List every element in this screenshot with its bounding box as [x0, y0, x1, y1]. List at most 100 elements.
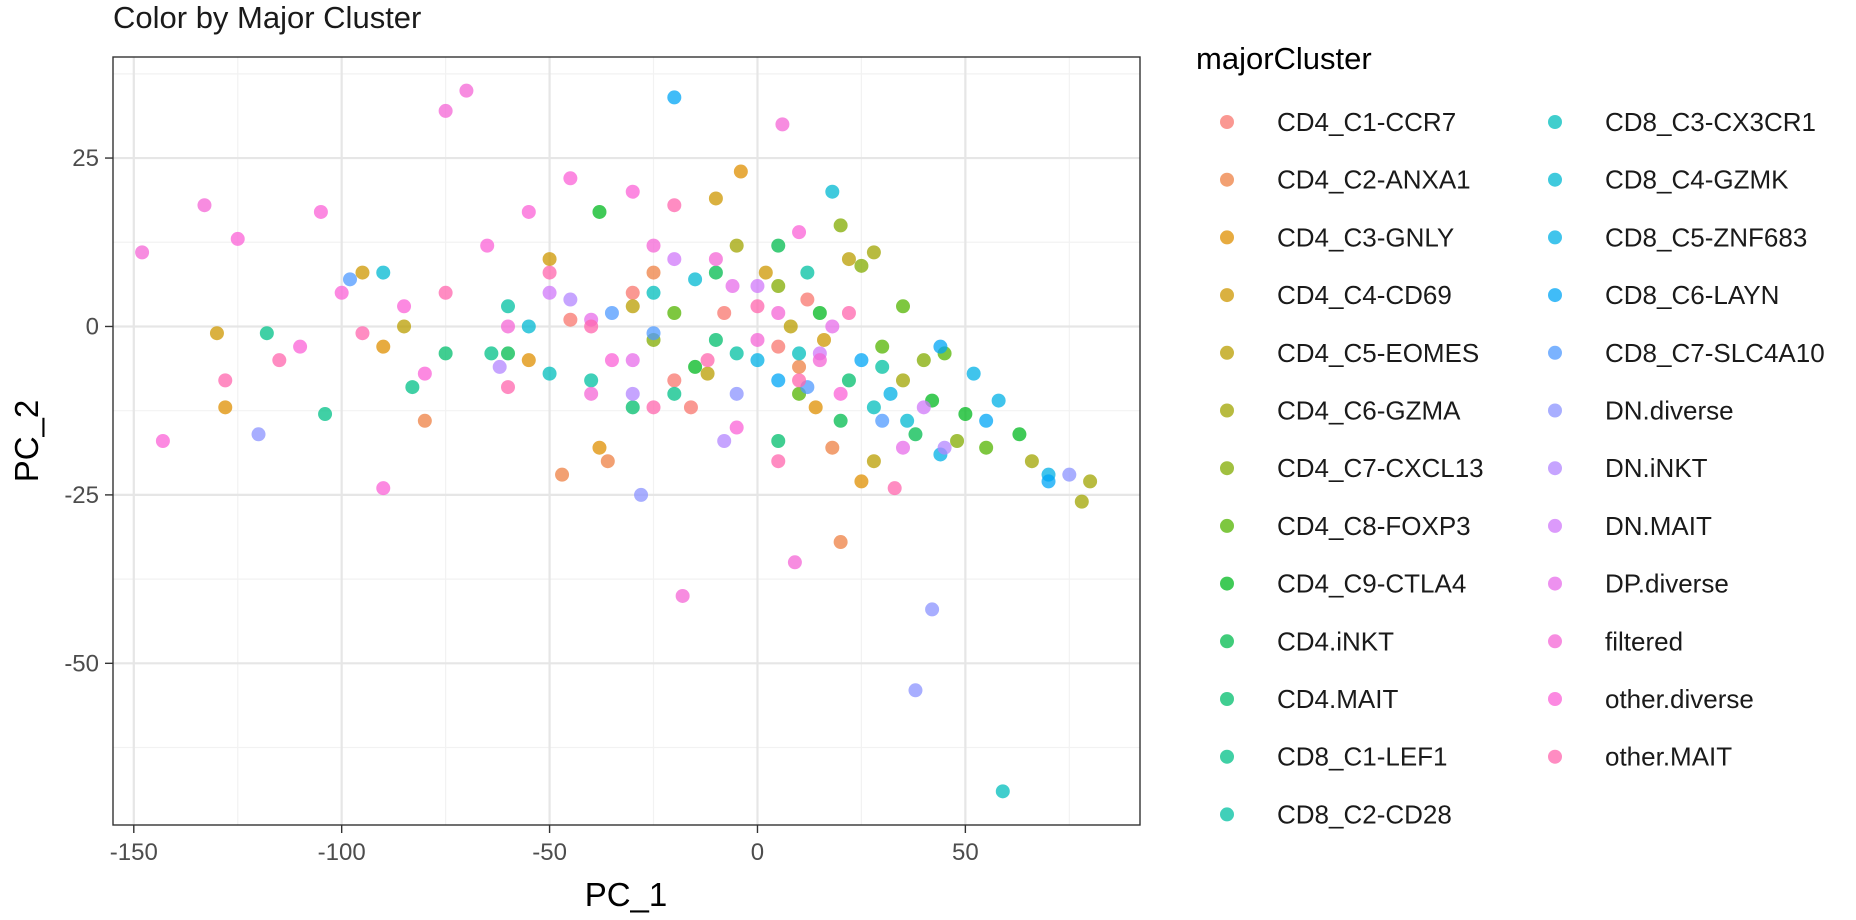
data-points	[135, 83, 1098, 799]
legend-key	[1548, 518, 1562, 533]
legend-key	[1220, 634, 1234, 649]
data-point	[683, 400, 698, 415]
legend-label: DN.iNKT	[1605, 453, 1708, 483]
data-point	[397, 319, 412, 334]
data-point	[438, 346, 453, 361]
legend: majorCluster CD4_C1-CCR7CD4_C2-ANXA1CD4_…	[1196, 41, 1825, 829]
legend-label: CD4.MAIT	[1277, 684, 1398, 714]
chart-title: Color by Major Cluster	[113, 0, 421, 35]
legend-label: CD8_C4-GZMK	[1605, 165, 1789, 195]
data-point	[625, 184, 640, 199]
data-point	[521, 204, 536, 219]
x-tick-label: 50	[952, 839, 979, 866]
data-point	[771, 339, 786, 354]
legend-key	[1220, 230, 1234, 245]
legend-label: CD4_C8-FOXP3	[1277, 511, 1471, 541]
data-point	[841, 252, 856, 267]
data-point	[783, 319, 798, 334]
data-point	[521, 353, 536, 368]
x-axis-label: PC_1	[585, 876, 668, 913]
data-point	[459, 83, 474, 98]
data-point	[1062, 467, 1077, 482]
data-point	[866, 454, 881, 469]
data-point	[841, 373, 856, 388]
data-point	[218, 373, 233, 388]
data-point	[825, 319, 840, 334]
legend-label: CD8_C6-LAYN	[1605, 280, 1779, 310]
data-point	[646, 265, 661, 280]
legend-items: CD4_C1-CCR7 CD4_C2-ANXA1 CD4_C3-GNLY CD4_C4…	[1220, 107, 1825, 829]
data-point	[771, 279, 786, 294]
data-point	[725, 279, 740, 294]
data-point	[800, 265, 815, 280]
y-tick-label: 25	[72, 145, 99, 172]
data-point	[417, 413, 432, 428]
data-point	[584, 373, 599, 388]
data-point	[667, 90, 682, 105]
data-point	[950, 434, 965, 448]
data-point	[334, 285, 349, 300]
data-point	[887, 481, 902, 496]
legend-key	[1220, 692, 1234, 706]
data-point	[625, 299, 640, 314]
legend-label: DP.diverse	[1605, 569, 1729, 599]
data-point	[916, 353, 931, 368]
data-point	[750, 353, 765, 368]
data-point	[833, 386, 848, 401]
data-point	[1041, 474, 1056, 489]
data-point	[908, 683, 923, 698]
legend-label: CD4_C4-CD69	[1277, 280, 1452, 310]
data-point	[916, 400, 931, 415]
data-point	[563, 292, 578, 307]
data-point	[501, 346, 515, 361]
legend-label: CD8_C3-CX3CR1	[1605, 107, 1816, 137]
x-tick-label: -100	[318, 839, 366, 866]
data-point	[667, 198, 682, 213]
data-point	[995, 784, 1010, 799]
data-point	[313, 204, 328, 219]
legend-key	[1548, 172, 1562, 187]
data-point	[135, 245, 150, 260]
data-point	[634, 487, 649, 502]
y-tick-label: -50	[64, 650, 99, 677]
data-point	[729, 386, 744, 401]
data-point	[729, 238, 744, 253]
data-point	[700, 366, 715, 381]
data-point	[625, 386, 640, 401]
data-point	[883, 386, 898, 401]
data-point	[908, 427, 923, 442]
data-point	[417, 366, 432, 381]
legend-key	[1220, 749, 1234, 764]
data-point	[812, 353, 827, 368]
legend-key	[1548, 576, 1562, 591]
data-point	[866, 245, 881, 260]
data-point	[808, 400, 823, 415]
legend-label: DN.MAIT	[1605, 511, 1712, 541]
legend-label: CD8_C7-SLC4A10	[1605, 338, 1825, 368]
data-point	[209, 326, 224, 341]
legend-key	[1220, 576, 1234, 591]
data-point	[979, 440, 994, 455]
data-point	[896, 373, 910, 388]
data-point	[355, 265, 370, 280]
data-point	[480, 238, 495, 253]
data-point	[792, 346, 807, 361]
legend-key	[1220, 403, 1234, 418]
legend-label: CD8_C1-LEF1	[1277, 742, 1448, 772]
data-point	[218, 400, 233, 415]
data-point	[584, 386, 599, 401]
data-point	[775, 117, 790, 132]
data-point	[729, 346, 744, 361]
data-point	[592, 440, 607, 455]
data-point	[979, 413, 994, 428]
data-point	[667, 252, 682, 267]
data-point	[667, 306, 682, 320]
legend-label: other.MAIT	[1605, 742, 1732, 772]
data-point	[318, 407, 333, 422]
legend-label: CD4_C1-CCR7	[1277, 107, 1456, 137]
data-point	[833, 535, 848, 550]
data-point	[604, 306, 619, 320]
legend-key	[1220, 461, 1234, 476]
data-point	[197, 198, 212, 213]
data-point	[376, 481, 391, 496]
